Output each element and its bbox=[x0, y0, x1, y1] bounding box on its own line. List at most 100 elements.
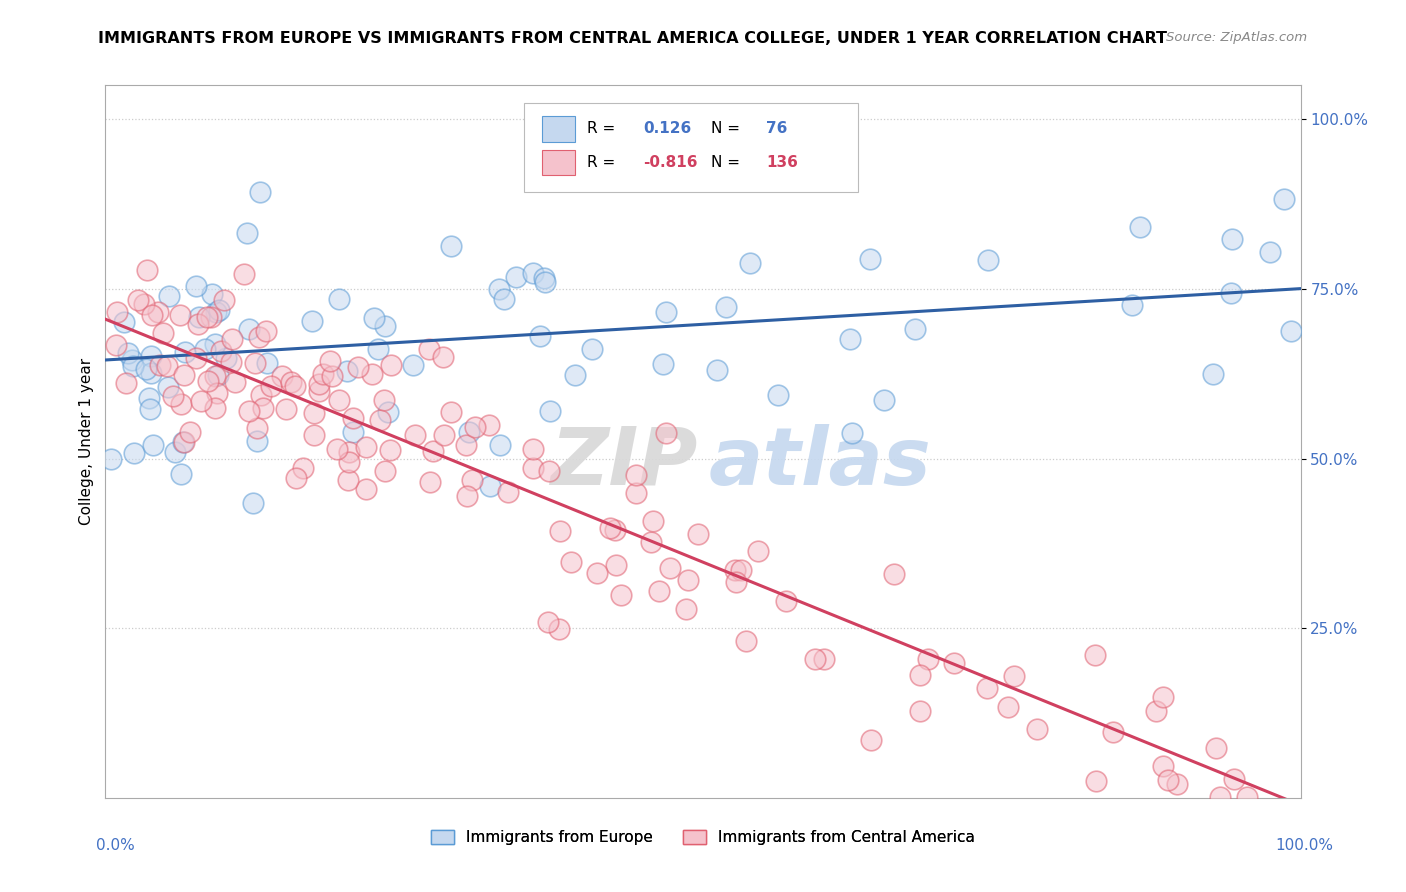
Point bbox=[336, 473, 359, 487]
Point bbox=[478, 417, 501, 432]
Point bbox=[100, 451, 122, 466]
Point bbox=[117, 346, 139, 360]
Point bbox=[204, 337, 226, 351]
Point bbox=[456, 489, 478, 503]
Point bbox=[354, 482, 377, 496]
Point bbox=[640, 535, 662, 549]
Point bbox=[139, 402, 162, 417]
Point bbox=[747, 544, 769, 558]
Text: Source: ZipAtlas.com: Source: ZipAtlas.com bbox=[1167, 31, 1308, 45]
Point bbox=[1202, 367, 1225, 381]
Point bbox=[977, 252, 1000, 267]
Point bbox=[246, 434, 269, 448]
Point bbox=[221, 332, 243, 346]
Point bbox=[197, 374, 219, 388]
Point bbox=[308, 377, 330, 392]
Point bbox=[859, 252, 882, 266]
Point bbox=[370, 413, 392, 427]
Point bbox=[280, 375, 302, 389]
Point bbox=[1236, 789, 1258, 804]
Point bbox=[841, 426, 863, 441]
Point bbox=[522, 461, 544, 475]
Point bbox=[904, 322, 927, 336]
Point bbox=[141, 366, 163, 380]
Point bbox=[538, 464, 561, 478]
Point bbox=[706, 363, 728, 377]
Point bbox=[804, 652, 827, 666]
Point bbox=[204, 305, 226, 319]
Point bbox=[1121, 298, 1143, 312]
Point bbox=[432, 350, 454, 364]
Point bbox=[170, 467, 193, 482]
Point bbox=[308, 384, 330, 398]
Point bbox=[195, 310, 218, 325]
Point bbox=[724, 574, 747, 589]
Point bbox=[724, 563, 747, 577]
Point bbox=[1272, 192, 1295, 206]
Point bbox=[1156, 773, 1178, 788]
Point bbox=[489, 438, 512, 452]
Text: 0.0%: 0.0% bbox=[96, 838, 135, 853]
Point bbox=[1279, 812, 1302, 826]
Text: N =: N = bbox=[711, 155, 745, 170]
Point bbox=[1220, 232, 1243, 246]
Point bbox=[997, 700, 1019, 714]
Point bbox=[537, 615, 560, 630]
Text: ZIP: ZIP bbox=[550, 424, 697, 502]
Point bbox=[107, 305, 129, 319]
Point bbox=[238, 322, 260, 336]
Point bbox=[402, 358, 425, 372]
Point bbox=[1152, 690, 1174, 705]
Point bbox=[603, 523, 626, 537]
Point bbox=[457, 425, 479, 439]
Point bbox=[114, 376, 136, 390]
Point bbox=[347, 360, 370, 375]
Point bbox=[373, 392, 395, 407]
Point bbox=[132, 297, 155, 311]
Point bbox=[775, 594, 797, 608]
Point bbox=[363, 310, 385, 325]
Point bbox=[249, 185, 271, 199]
Point bbox=[194, 342, 217, 356]
Point bbox=[422, 444, 444, 458]
Point bbox=[173, 435, 195, 450]
Point bbox=[1002, 669, 1025, 683]
Point bbox=[152, 326, 174, 340]
Point bbox=[505, 270, 527, 285]
Point bbox=[172, 434, 194, 449]
Point bbox=[883, 567, 905, 582]
Y-axis label: College, Under 1 year: College, Under 1 year bbox=[79, 358, 94, 525]
Point bbox=[548, 524, 571, 539]
Point bbox=[766, 387, 789, 401]
Point bbox=[585, 566, 607, 580]
Point bbox=[209, 343, 232, 358]
Point bbox=[204, 368, 226, 383]
Bar bbox=[541, 150, 575, 176]
Point bbox=[533, 271, 555, 285]
Point bbox=[538, 404, 561, 418]
Point bbox=[169, 308, 191, 322]
Point bbox=[271, 369, 294, 384]
Point bbox=[404, 428, 426, 442]
Point bbox=[243, 356, 266, 370]
Point bbox=[610, 588, 633, 602]
Point bbox=[374, 319, 396, 334]
Point bbox=[249, 388, 271, 402]
Point bbox=[138, 391, 160, 405]
Point bbox=[418, 342, 440, 356]
Point bbox=[1279, 324, 1302, 338]
Point bbox=[461, 474, 484, 488]
Point bbox=[302, 427, 325, 442]
Point bbox=[655, 304, 678, 318]
Point bbox=[675, 602, 697, 616]
Point bbox=[328, 292, 350, 306]
Point bbox=[1084, 648, 1107, 662]
Point bbox=[1166, 777, 1188, 791]
Point bbox=[360, 368, 382, 382]
Point bbox=[342, 425, 364, 439]
Point bbox=[104, 338, 127, 352]
Point bbox=[238, 403, 260, 417]
Point bbox=[356, 440, 378, 454]
Text: 136: 136 bbox=[766, 155, 799, 170]
Point bbox=[380, 442, 402, 457]
